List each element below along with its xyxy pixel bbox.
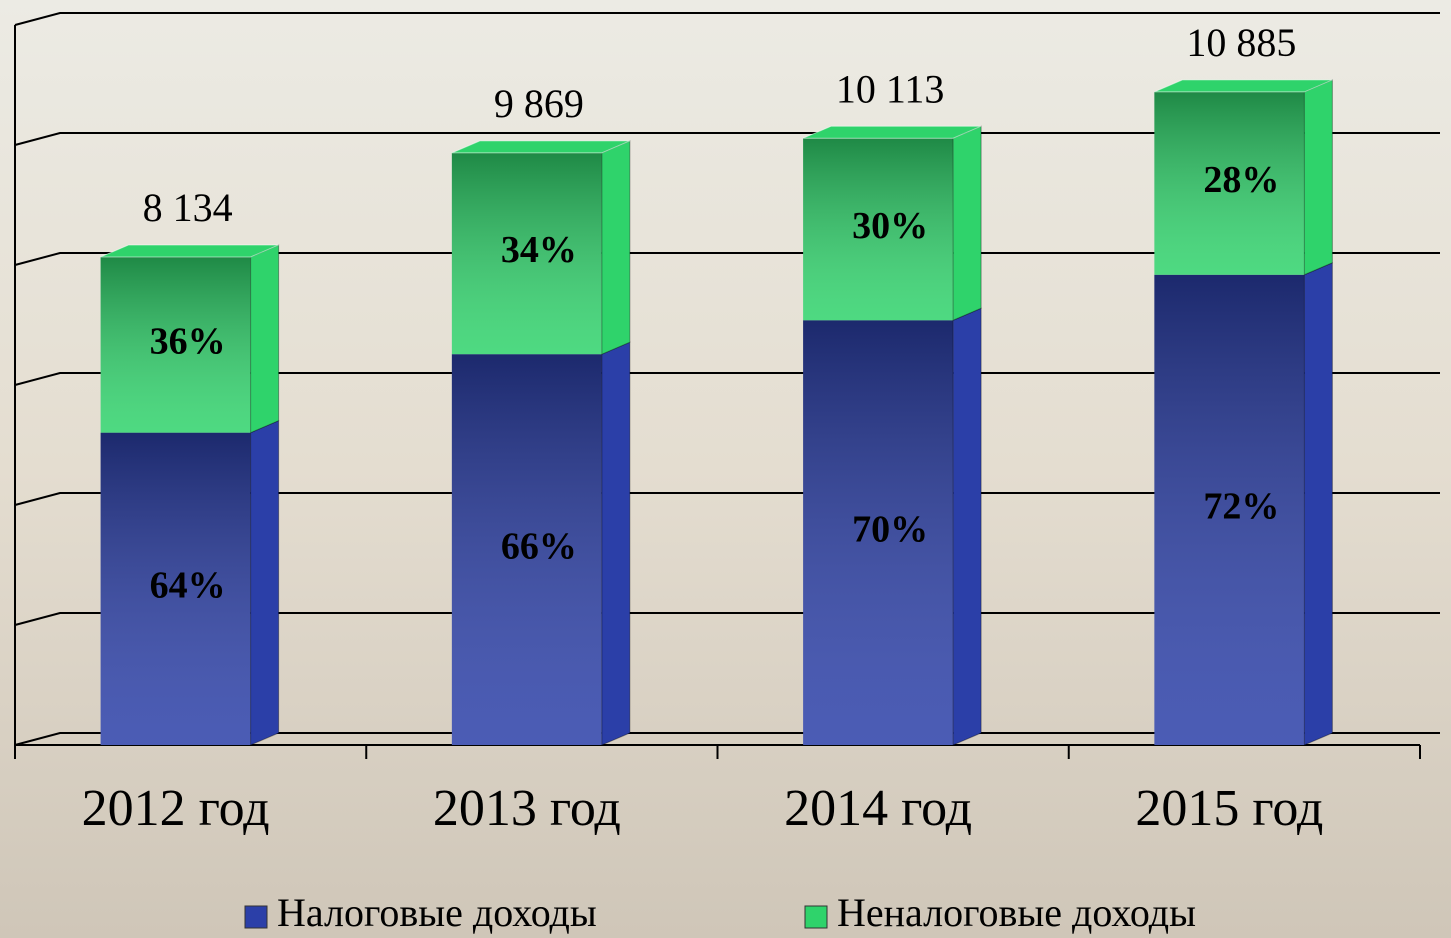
x-tick-label: 2012 год (82, 780, 270, 837)
bar-top (452, 141, 630, 153)
value-label: 28% (1203, 159, 1279, 201)
bar-top (803, 126, 981, 138)
value-label: 36% (150, 321, 226, 363)
legend-marker (245, 906, 267, 928)
value-label: 34% (501, 229, 577, 271)
bar-side (1304, 263, 1332, 745)
x-tick-label: 2013 год (433, 780, 621, 837)
legend-label: Налоговые доходы (277, 890, 597, 935)
bar-side (602, 141, 630, 354)
total-label: 10 885 (1186, 20, 1296, 65)
x-tick-label: 2014 год (784, 780, 972, 837)
chart: 64% 36% 8 134 2012 год 66% 34% 9 869 2013 год 70… (0, 0, 1451, 938)
value-label: 30% (852, 205, 928, 247)
legend-marker (805, 906, 827, 928)
total-label: 8 134 (143, 185, 233, 230)
legend-label: Неналоговые доходы (837, 890, 1196, 935)
value-label: 66% (501, 525, 577, 567)
bar-side (251, 421, 279, 745)
value-label: 72% (1203, 486, 1279, 528)
bar-side (251, 245, 279, 433)
bar-top (101, 245, 279, 257)
bar-side (1304, 80, 1332, 275)
total-label: 10 113 (836, 66, 945, 111)
bar-top (1154, 80, 1332, 92)
x-tick-label: 2015 год (1135, 780, 1323, 837)
bar-side (953, 308, 981, 745)
value-label: 64% (150, 565, 226, 607)
bar-side (602, 342, 630, 745)
value-label: 70% (852, 508, 928, 550)
bar-side (953, 126, 981, 320)
total-label: 9 869 (494, 81, 584, 126)
